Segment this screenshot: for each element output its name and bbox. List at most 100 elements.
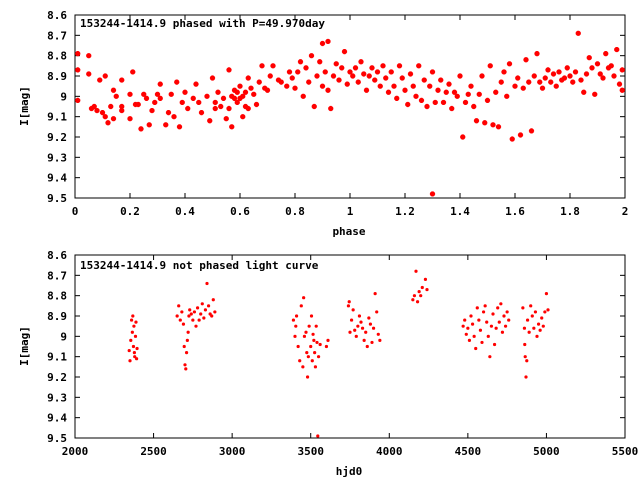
data-point [253, 101, 260, 108]
data-point [188, 308, 192, 312]
plot-frame [74, 254, 626, 439]
data-point [186, 330, 190, 334]
data-point [526, 79, 532, 85]
data-point [134, 320, 138, 324]
data-point [475, 306, 479, 310]
data-point [586, 55, 592, 61]
data-point [530, 314, 534, 318]
data-point [506, 61, 513, 67]
data-point [429, 191, 436, 197]
data-point [293, 334, 297, 338]
data-point [299, 304, 303, 308]
data-point [234, 99, 240, 106]
data-point [102, 114, 108, 120]
data-point [245, 105, 251, 112]
data-point [488, 355, 492, 359]
data-point [418, 97, 425, 103]
data-point [113, 93, 119, 99]
data-point [366, 73, 372, 79]
data-point [179, 99, 185, 106]
data-point [128, 359, 132, 363]
data-point [305, 351, 309, 355]
data-point [517, 132, 524, 138]
data-point [478, 328, 483, 332]
data-point [178, 318, 182, 322]
y-tick-label: 9.2 [47, 371, 67, 384]
data-point [212, 105, 218, 112]
data-point [129, 338, 133, 342]
data-point [468, 83, 474, 89]
data-point [365, 344, 369, 349]
y-tick-label: 9.5 [47, 432, 67, 445]
data-point [523, 355, 527, 359]
x-tick-label: 1.2 [395, 205, 415, 218]
data-point [177, 304, 181, 308]
data-point [130, 69, 136, 75]
data-point [324, 344, 329, 349]
data-point [352, 65, 359, 71]
data-point [131, 344, 136, 349]
data-point [135, 101, 141, 108]
data-point [413, 93, 419, 99]
data-point [191, 318, 195, 322]
data-point [411, 298, 415, 302]
data-point [493, 89, 499, 95]
axes [74, 14, 626, 199]
data-point [427, 83, 433, 89]
data-point [185, 105, 191, 112]
data-point [226, 105, 232, 112]
data-point [196, 99, 202, 106]
data-point [309, 344, 313, 349]
data-point [157, 81, 163, 87]
data-point [346, 304, 351, 308]
data-point [242, 89, 249, 95]
data-point [200, 302, 204, 306]
data-point [360, 326, 365, 330]
data-point [575, 30, 581, 36]
data-point [487, 63, 493, 69]
data-point [465, 91, 471, 97]
data-point [256, 79, 262, 85]
data-point [189, 312, 193, 316]
data-point [619, 87, 625, 93]
data-point [476, 91, 482, 97]
y-tick-label: 9.3 [47, 391, 67, 404]
data-point [286, 69, 293, 75]
data-point [421, 77, 427, 83]
data-point [351, 308, 355, 312]
x-tick-label: 0.4 [175, 205, 195, 218]
x-tick-label: 0 [72, 205, 79, 218]
x-tick-label: 3500 [297, 445, 324, 458]
y-tick-label: 8.9 [47, 310, 67, 323]
data-point [163, 122, 169, 128]
y-tick-label: 8.7 [47, 269, 67, 282]
data-point [157, 95, 163, 101]
data-point [291, 318, 296, 322]
data-point [399, 75, 405, 81]
data-point [267, 73, 273, 79]
plot-frame [74, 14, 626, 199]
data-point [503, 324, 508, 328]
data-point [350, 73, 356, 79]
data-point [419, 294, 423, 298]
data-point [110, 116, 117, 122]
data-point [570, 79, 576, 85]
data-point [86, 53, 92, 59]
data-point [611, 73, 617, 79]
y-tick-label: 8.8 [47, 290, 67, 303]
x-tick-label: 4000 [376, 445, 403, 458]
data-point [589, 65, 595, 71]
data-point [132, 101, 139, 108]
data-point [473, 118, 480, 124]
data-point [175, 314, 179, 318]
data-point [371, 326, 376, 330]
data-point [316, 434, 320, 438]
data-point [317, 59, 323, 65]
data-point [553, 83, 559, 89]
data-point [581, 89, 587, 95]
x-tick-label: 1.6 [505, 205, 525, 218]
data-point [504, 93, 510, 99]
data-point [311, 103, 317, 110]
data-point [306, 79, 312, 85]
data-point [242, 103, 249, 110]
